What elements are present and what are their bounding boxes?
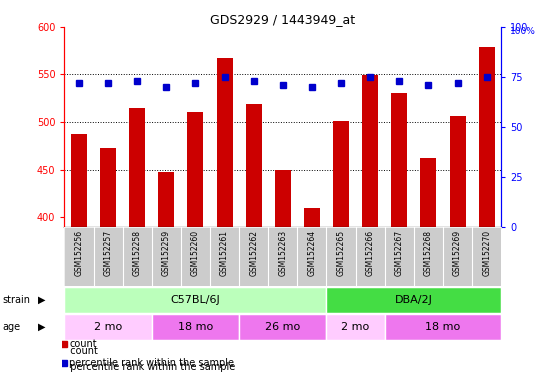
Text: ▶: ▶ bbox=[38, 295, 46, 305]
Bar bbox=[64, 314, 152, 340]
Text: count: count bbox=[69, 339, 97, 349]
Text: GSM152258: GSM152258 bbox=[133, 230, 142, 276]
Bar bbox=[450, 116, 465, 227]
Text: GSM152266: GSM152266 bbox=[366, 230, 375, 276]
Bar bbox=[362, 75, 378, 227]
Text: 2 mo: 2 mo bbox=[94, 322, 122, 332]
Bar bbox=[158, 172, 174, 227]
Text: C57BL/6J: C57BL/6J bbox=[171, 295, 220, 305]
Bar bbox=[391, 93, 407, 227]
Text: GSM152270: GSM152270 bbox=[482, 230, 491, 276]
Text: 26 mo: 26 mo bbox=[265, 322, 300, 332]
Bar bbox=[385, 314, 501, 340]
Text: GSM152265: GSM152265 bbox=[337, 230, 346, 276]
Title: GDS2929 / 1443949_at: GDS2929 / 1443949_at bbox=[210, 13, 356, 26]
Bar bbox=[217, 58, 232, 227]
Text: GSM152260: GSM152260 bbox=[191, 230, 200, 276]
Text: 2 mo: 2 mo bbox=[342, 322, 370, 332]
Bar bbox=[71, 134, 87, 227]
Bar bbox=[239, 314, 326, 340]
Text: percentile rank within the sample: percentile rank within the sample bbox=[64, 362, 236, 372]
Bar bbox=[326, 314, 385, 340]
Text: GSM152264: GSM152264 bbox=[307, 230, 316, 276]
Text: GSM152269: GSM152269 bbox=[453, 230, 462, 276]
Text: 18 mo: 18 mo bbox=[426, 322, 460, 332]
Bar bbox=[333, 121, 349, 227]
Text: ▶: ▶ bbox=[38, 322, 46, 332]
Bar bbox=[100, 147, 116, 227]
Text: strain: strain bbox=[3, 295, 31, 305]
Text: GSM152257: GSM152257 bbox=[104, 230, 113, 276]
Bar bbox=[129, 108, 145, 227]
Bar bbox=[152, 314, 239, 340]
Bar bbox=[275, 170, 291, 227]
Text: percentile rank within the sample: percentile rank within the sample bbox=[69, 358, 235, 368]
Text: GSM152259: GSM152259 bbox=[162, 230, 171, 276]
Text: 100%: 100% bbox=[510, 27, 536, 36]
Bar bbox=[304, 207, 320, 227]
Text: GSM152261: GSM152261 bbox=[220, 230, 229, 276]
Text: GSM152262: GSM152262 bbox=[249, 230, 258, 276]
Text: GSM152268: GSM152268 bbox=[424, 230, 433, 276]
Text: DBA/2J: DBA/2J bbox=[395, 295, 433, 305]
Bar bbox=[246, 104, 262, 227]
Text: GSM152263: GSM152263 bbox=[278, 230, 287, 276]
Text: age: age bbox=[3, 322, 21, 332]
Text: GSM152256: GSM152256 bbox=[74, 230, 83, 276]
Bar bbox=[479, 47, 494, 227]
Bar bbox=[64, 287, 326, 313]
Bar bbox=[188, 113, 203, 227]
Text: 18 mo: 18 mo bbox=[178, 322, 213, 332]
Bar bbox=[421, 158, 436, 227]
Text: GSM152267: GSM152267 bbox=[395, 230, 404, 276]
Bar bbox=[326, 287, 501, 313]
Text: count: count bbox=[64, 346, 98, 356]
